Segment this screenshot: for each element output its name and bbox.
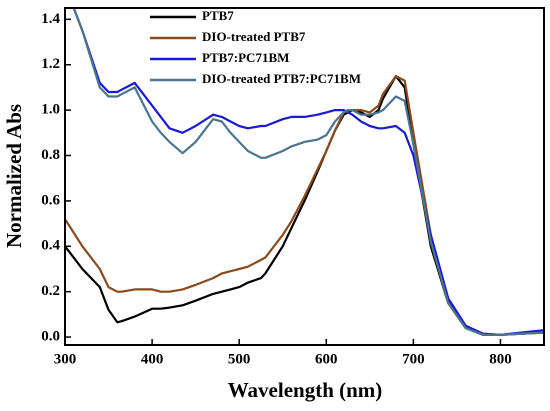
x-tick-label: 400 [141,351,164,367]
series-line [65,75,544,336]
y-tick-label: 0.8 [41,147,60,163]
x-tick-label: 800 [489,351,512,367]
legend-label: PTB7:PC71BM [202,50,289,65]
series-line [65,75,544,336]
y-axis-label: Normalized Abs [2,104,26,248]
plot-frame [64,7,545,346]
x-tick-label: 700 [402,351,425,367]
y-tick-label: 0.4 [41,238,60,254]
x-tick-label: 500 [228,351,251,367]
x-tick-label: 300 [54,351,77,367]
legend-label: DIO-treated PTB7 [202,29,306,44]
y-tick-label: 1.0 [41,102,60,118]
series-line [72,8,544,336]
x-axis-label: Wavelength (nm) [228,378,383,402]
y-tick-label: 0.0 [41,328,60,344]
y-tick-label: 1.2 [41,56,60,72]
x-tick-label: 600 [315,351,338,367]
plot-area [65,8,544,336]
legend-label: DIO-treated PTB7:PC71BM [202,71,361,86]
legend-label: PTB7 [202,8,234,23]
y-tick-label: 1.4 [41,11,60,27]
y-tick-label: 0.6 [41,192,60,208]
y-tick-label: 0.2 [41,283,60,299]
series-line [72,8,544,336]
